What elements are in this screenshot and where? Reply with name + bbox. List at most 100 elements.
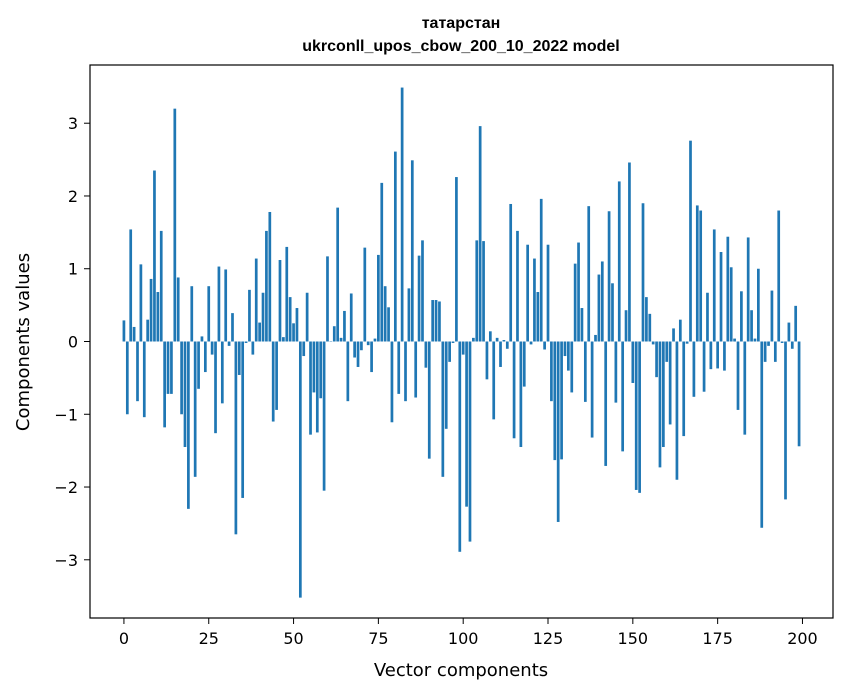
bar-128 [556, 341, 560, 522]
bar-187 [757, 268, 760, 342]
bar-45 [275, 341, 278, 410]
bar-14 [170, 341, 173, 394]
bar-151 [634, 341, 638, 490]
bar-58 [319, 341, 323, 399]
bar-28 [217, 266, 221, 342]
x-tick-label: 50 [283, 629, 303, 648]
bar-181 [736, 341, 740, 410]
bar-60 [326, 256, 329, 342]
bar-114 [509, 203, 513, 342]
bar-149 [628, 162, 631, 342]
bar-112 [502, 340, 506, 342]
bar-23 [200, 336, 204, 342]
y-tick-label: 0 [68, 333, 78, 352]
bar-34 [237, 341, 241, 375]
bar-94 [441, 341, 445, 477]
bar-51 [295, 308, 299, 342]
bar-100 [461, 341, 465, 355]
y-tick-label: −2 [54, 478, 78, 497]
y-tick-label: −3 [54, 551, 78, 570]
y-tick-label: 3 [68, 114, 78, 133]
bar-3 [132, 326, 136, 342]
bar-161 [668, 341, 672, 425]
bar-0 [122, 320, 126, 342]
bar-189 [763, 341, 767, 362]
bar-25 [207, 286, 211, 342]
bar-39 [254, 258, 258, 342]
bar-117 [519, 341, 523, 448]
bar-83 [404, 341, 407, 402]
bar-106 [482, 241, 485, 342]
bar-4 [136, 341, 139, 402]
bar-40 [258, 322, 261, 342]
bar-44 [271, 341, 275, 422]
bar-27 [214, 341, 217, 434]
bar-110 [495, 337, 499, 342]
bar-66 [346, 341, 350, 402]
bar-125 [546, 244, 550, 342]
bar-168 [692, 341, 696, 397]
bar-21 [193, 341, 197, 477]
chart-title-line1: татарстан [422, 15, 501, 32]
bar-99 [458, 341, 462, 552]
bar-67 [349, 293, 353, 342]
x-tick-label: 150 [618, 629, 649, 648]
bar-81 [397, 341, 401, 394]
bar-126 [550, 341, 553, 402]
bar-159 [662, 341, 665, 448]
bar-63 [336, 207, 340, 342]
bar-103 [472, 337, 475, 342]
bar-104 [475, 240, 479, 342]
bar-172 [706, 292, 709, 342]
bar-69 [356, 341, 360, 367]
bar-70 [360, 341, 363, 351]
bar-145 [614, 341, 618, 403]
bar-158 [658, 341, 662, 468]
bar-37 [248, 289, 251, 342]
bar-8 [149, 278, 153, 342]
bar-6 [142, 341, 146, 418]
bar-89 [424, 341, 428, 368]
bar-47 [282, 337, 285, 342]
bar-194 [780, 341, 784, 343]
y-tick-label: 1 [68, 260, 78, 279]
bar-72 [366, 341, 370, 346]
x-tick-label: 125 [533, 629, 564, 648]
bar-87 [417, 255, 421, 342]
bar-166 [685, 341, 689, 344]
bar-68 [353, 341, 356, 358]
y-axis-ticks: −3 −2 −1 0 1 2 3 [54, 114, 90, 570]
bar-185 [750, 310, 753, 342]
bar-186 [753, 338, 757, 342]
bar-79 [390, 341, 394, 423]
bar-163 [675, 341, 679, 480]
bar-12 [163, 341, 166, 428]
bar-62 [332, 326, 336, 342]
bar-144 [611, 283, 614, 342]
bar-183 [743, 341, 747, 435]
bar-88 [421, 240, 424, 342]
x-axis-label: Vector components [374, 660, 548, 681]
bar-136 [583, 341, 587, 402]
bar-46 [278, 260, 282, 342]
bar-141 [600, 261, 604, 342]
bar-178 [726, 236, 730, 342]
bar-134 [577, 242, 580, 342]
bar-155 [648, 313, 652, 342]
bar-164 [678, 319, 682, 342]
bar-132 [570, 341, 574, 393]
bar-102 [468, 341, 472, 542]
bar-78 [387, 307, 390, 342]
bar-157 [655, 341, 658, 378]
bar-129 [560, 341, 563, 460]
bar-153 [641, 203, 645, 342]
bar-71 [363, 247, 367, 342]
bar-91 [431, 300, 435, 342]
bar-93 [438, 301, 441, 342]
bar-17 [180, 341, 183, 415]
bar-29 [220, 341, 224, 404]
bar-160 [665, 341, 669, 362]
bar-107 [485, 341, 489, 380]
bar-193 [777, 210, 781, 342]
bar-123 [539, 198, 543, 342]
